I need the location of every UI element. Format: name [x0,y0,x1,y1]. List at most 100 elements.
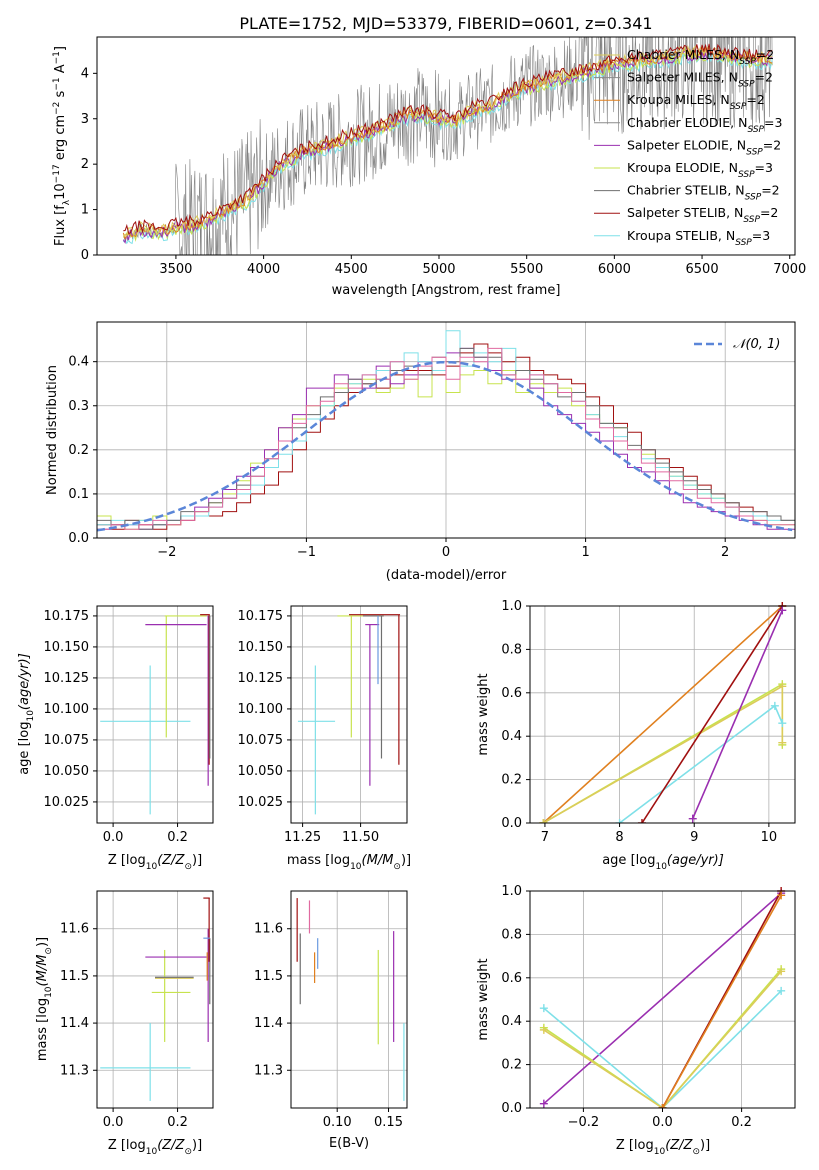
y-tick-label: 4 [81,66,89,81]
observed-spectrum-line [123,37,773,255]
y-tick-label: 0.1 [68,487,89,502]
y-tick-label: 11.5 [60,969,89,984]
label-part: ⊙ [184,1147,192,1157]
mass-weight-vs-age-panel-frame [529,605,796,824]
x-tick-label: 0.10 [323,1115,352,1130]
label-part: SSP [746,147,763,157]
label-part: ⊙ [184,862,192,872]
y-tick-label: 0.3 [68,399,89,414]
x-axis-label: age [log10(age/yr)] [602,853,724,872]
legend-entry: Chabrier MILES, NSSP=2 [627,47,774,67]
x-axis-label: (data-model)/error [386,568,507,583]
x-tick-label: 8 [615,830,623,845]
label-part: =3 [755,160,773,175]
weight-point-marker [778,719,787,728]
label-part: Salpeter MILES, N [627,70,738,85]
y-tick-label: 0.4 [68,355,89,370]
age-vs-mass-panel-frame [290,605,408,824]
y-tick-label: 10.150 [238,640,284,655]
weight-line-kroupa_stelib [543,990,782,1108]
label-part: mass [log [287,853,350,868]
x-tick-label: 0.15 [374,1115,403,1130]
residual-panel: −2 −1 0 1 2 0.0 0.1 0.2 0.3 0.4 (data-model)/error… [45,322,795,583]
x-tick-label: −2 [157,545,176,560]
label-part: SSP [745,193,762,203]
legend-entry: Salpeter STELIB, NSSP=2 [627,205,778,225]
label-part: Salpeter STELIB, N [627,205,743,220]
x-tick-label: 9 [690,830,698,845]
label-part: −1 [52,51,62,64]
label-part: )] [401,853,411,868]
label-part: (M/M [362,853,394,868]
weight-point-marker [777,891,786,900]
label-part: −17 [52,164,62,183]
label-part: age [log [17,722,32,775]
legend-entry: Kroupa ELODIE, NSSP=3 [627,160,773,180]
y-tick-label: 11.6 [60,922,89,937]
weight-point-marker [778,738,787,747]
y-tick-label: 10.175 [238,609,284,624]
y-tick-label: 1 [81,203,89,218]
label-part: ] [53,46,68,51]
y-axis-label: Normed distribution [45,365,60,495]
x-tick-label: −0.2 [568,1115,600,1130]
weight-point-marker [778,682,787,691]
y-tick-label: 10.075 [44,733,90,748]
weight-point-marker [778,606,787,615]
label-part: erg cm [53,115,68,164]
y-tick-label: 0.0 [501,816,522,831]
y-tick-label: 0.2 [501,773,522,788]
label-part: SSP [735,238,752,248]
weight-point-marker [777,986,786,995]
mass-vs-Z-panel-frame [96,890,214,1109]
y-tick-label: 1.0 [501,884,522,899]
label-part: SSP [739,57,756,67]
y-tick-label: 10.025 [238,795,284,810]
x-axis-label: wavelength [Angstrom, rest frame] [332,283,561,298]
y-tick-label: 11.3 [60,1063,89,1078]
spectrum-axes-frame [96,36,796,256]
label-part: Z [log [616,1138,654,1153]
x-tick-label: 5000 [422,262,455,277]
legend-entry: Kroupa STELIB, NSSP=3 [627,228,770,248]
legend-entry: 𝒩(0, 1) [733,337,780,352]
y-tick-label: 10.075 [238,733,284,748]
label-part: )] [700,1138,710,1153]
mass-weight-vs-age-panel: 7 8 9 10 0.0 0.2 0.4 0.6 0.8 1.0 mass weight age [l… [476,599,795,872]
y-tick-label: 11.3 [254,1063,283,1078]
label-part: 10 [146,1147,158,1157]
label-part: ⊙ [393,862,401,872]
weight-point-marker [539,819,548,823]
x-tick-label: 5500 [510,262,543,277]
weight-point-marker [777,967,786,976]
label-part: Chabrier STELIB, N [627,183,745,198]
y-tick-label: 0.4 [501,1014,522,1029]
x-tick-label: 0.2 [167,830,188,845]
label-part: =3 [764,115,782,130]
x-tick-label: 6000 [598,262,631,277]
label-part: (Z/Z [157,1138,185,1153]
label-part: =2 [760,205,778,220]
y-tick-label: 0.8 [501,642,522,657]
y-axis-label: Flux [fλ10−17 erg cm−2 s−1 A−1] [52,46,72,246]
age-vs-Z-panel: 0.0 0.2 10.025 10.050 10.075 10.100 10.125 10.1… [17,606,213,872]
y-tick-label: 1.0 [501,599,522,614]
y-tick-label: 11.5 [254,969,283,984]
chart-title: PLATE=1752, MJD=53379, FIBERID=0601, z=0… [239,14,652,33]
y-tick-label: 11.4 [254,1016,283,1031]
mass-weight-vs-Z-panel-frame [529,890,796,1109]
weight-line-salpeter_elodie [543,892,782,1105]
y-tick-label: 0.4 [501,729,522,744]
label-part: Kroupa MILES, N [627,92,730,107]
spectrum-panel: 3500 4000 4500 5000 5500 6000 6500 7000 0 1 2 3 4 PLA… [52,14,806,298]
label-part: =2 [763,137,781,152]
y-axis-label: age [log10(age/yr)] [17,653,36,775]
weight-line-kroupa_elodie [543,968,782,1108]
x-axis-label: E(B-V) [329,1136,369,1151]
y-tick-label: 11.6 [254,922,283,937]
weight-point-marker [539,1099,548,1108]
label-part: )] [35,937,50,947]
y-tick-label: 10.050 [238,764,284,779]
x-tick-label: 7000 [773,262,806,277]
label-part: )] [192,1138,202,1153]
